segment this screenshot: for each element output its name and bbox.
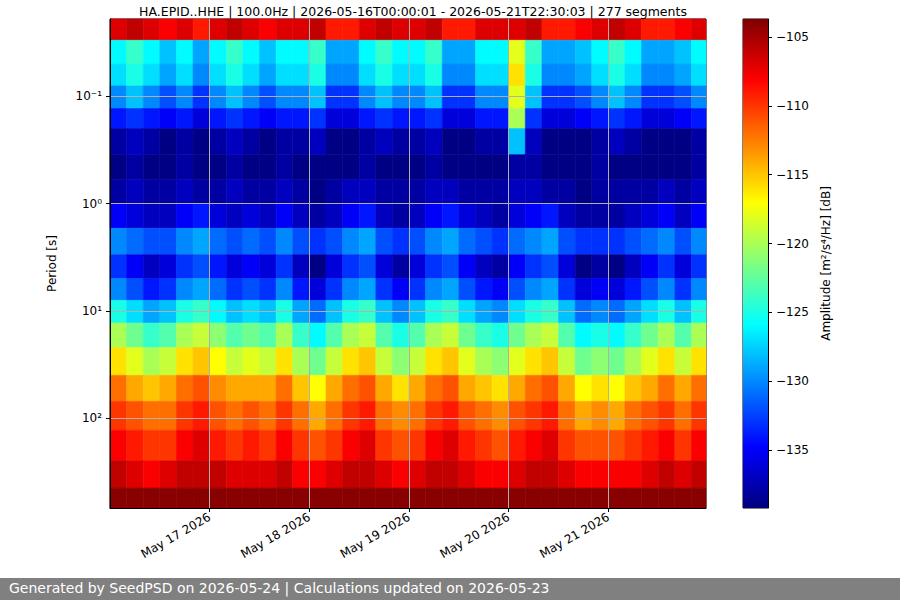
svg-text:−125: −125 <box>776 305 809 319</box>
svg-text:Amplitude [m²/s⁴/Hz] [dB]: Amplitude [m²/s⁴/Hz] [dB] <box>819 186 833 341</box>
svg-text:−115: −115 <box>776 168 809 182</box>
svg-text:Generated by SeedPSD on 2026-0: Generated by SeedPSD on 2026-05-24 | Cal… <box>9 580 550 597</box>
svg-text:−130: −130 <box>776 374 809 388</box>
svg-text:−135: −135 <box>776 443 809 457</box>
svg-text:−105: −105 <box>776 30 809 44</box>
svg-text:May 19 2026: May 19 2026 <box>338 510 413 561</box>
svg-text:May 21 2026: May 21 2026 <box>537 510 612 561</box>
svg-text:May 20 2026: May 20 2026 <box>438 510 513 561</box>
svg-text:Period [s]: Period [s] <box>45 235 59 292</box>
svg-text:May 18 2026: May 18 2026 <box>238 510 313 561</box>
svg-text:−120: −120 <box>776 237 809 251</box>
svg-text:10¹: 10¹ <box>82 304 102 318</box>
svg-text:HA.EPID..HHE | 100.0Hz | 2026-: HA.EPID..HHE | 100.0Hz | 2026-05-16T00:0… <box>139 4 687 19</box>
svg-text:10⁻¹: 10⁻¹ <box>76 89 103 103</box>
svg-text:−110: −110 <box>776 99 809 113</box>
svg-text:10²: 10² <box>82 411 102 425</box>
svg-text:10⁰: 10⁰ <box>82 197 102 211</box>
svg-text:May 17 2026: May 17 2026 <box>138 510 213 561</box>
